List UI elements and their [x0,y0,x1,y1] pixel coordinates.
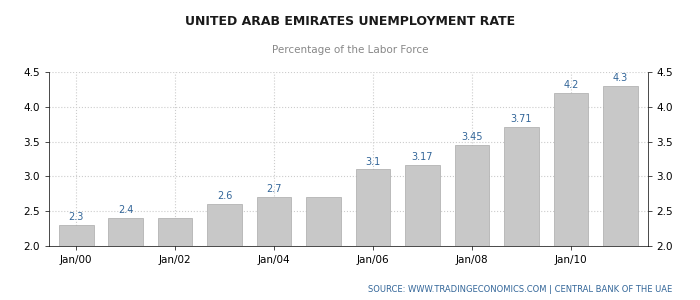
Text: SOURCE: WWW.TRADINGECONOMICS.COM | CENTRAL BANK OF THE UAE: SOURCE: WWW.TRADINGECONOMICS.COM | CENTR… [368,285,672,294]
Bar [504,127,539,246]
Bar [454,145,489,246]
Text: 4.2: 4.2 [563,80,578,90]
Text: 2.4: 2.4 [118,206,134,215]
Bar [356,169,391,246]
Bar [158,218,192,246]
Text: 2.6: 2.6 [217,191,232,202]
Bar [257,197,291,246]
Bar [59,225,94,246]
Text: 2.3: 2.3 [69,212,84,222]
Text: Percentage of the Labor Force: Percentage of the Labor Force [272,45,428,55]
Bar [405,165,440,246]
Text: 2.7: 2.7 [266,184,282,194]
Bar [207,204,242,246]
Bar [306,197,341,246]
Bar [108,218,143,246]
Text: 3.45: 3.45 [461,132,483,142]
Text: 3.1: 3.1 [365,157,381,167]
Text: UNITED ARAB EMIRATES UNEMPLOYMENT RATE: UNITED ARAB EMIRATES UNEMPLOYMENT RATE [185,15,515,28]
Text: 3.71: 3.71 [510,114,532,124]
Bar [603,86,638,246]
Text: 4.3: 4.3 [612,73,628,83]
Bar [554,93,588,246]
Text: 3.17: 3.17 [412,152,433,162]
